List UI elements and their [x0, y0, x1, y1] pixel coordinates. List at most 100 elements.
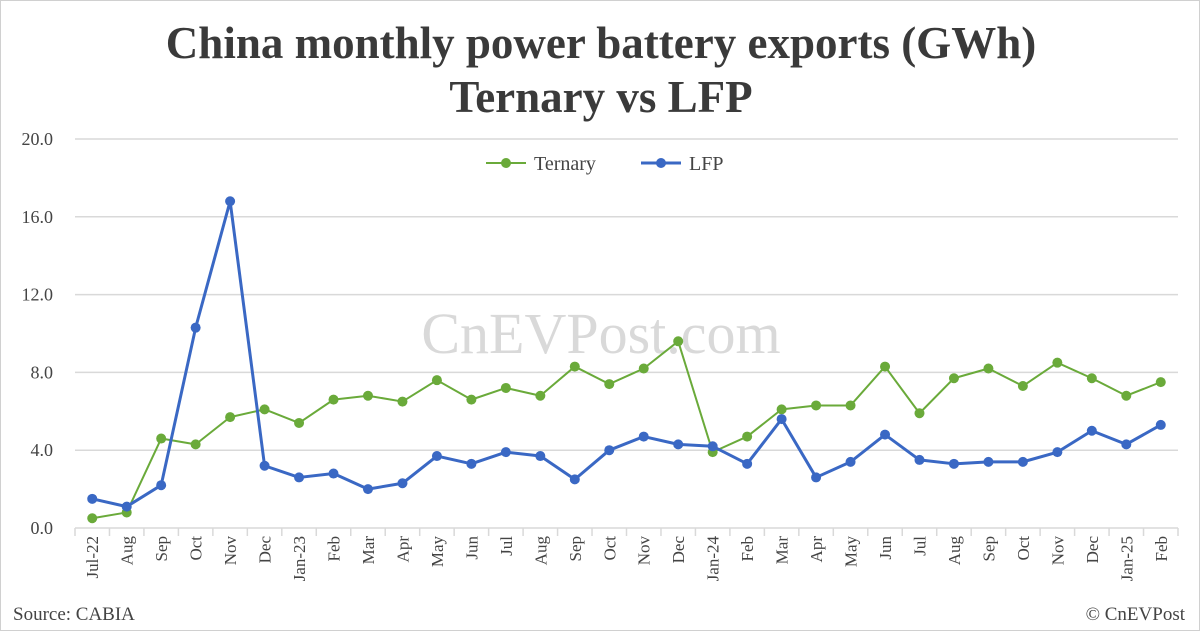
- x-tick-label: Jun: [462, 536, 481, 560]
- x-tick-label: Nov: [635, 536, 654, 566]
- watermark: CnEVPost.com: [421, 301, 780, 366]
- x-tick-label: Feb: [1152, 536, 1171, 562]
- data-point-ternary: [1017, 381, 1028, 392]
- data-point-ternary: [811, 400, 822, 411]
- data-point-lfp: [880, 429, 891, 440]
- x-tick-label: Apr: [393, 536, 412, 563]
- x-tick-label: Jan-24: [704, 536, 723, 582]
- series-line-lfp: [91, 199, 1162, 509]
- data-point-lfp: [500, 447, 511, 458]
- data-point-lfp: [362, 484, 373, 495]
- data-point-lfp: [1155, 419, 1166, 430]
- data-point-lfp: [431, 451, 442, 462]
- x-tick-label: Aug: [118, 536, 137, 566]
- data-point-lfp: [604, 445, 615, 456]
- data-point-ternary: [156, 433, 167, 444]
- data-point-ternary: [362, 390, 373, 401]
- x-tick-label: Oct: [1014, 536, 1033, 561]
- x-tick-label: Dec: [669, 536, 688, 564]
- data-point-ternary: [983, 363, 994, 374]
- x-tick-label: Jul: [497, 536, 516, 556]
- data-point-ternary: [569, 361, 580, 372]
- data-point-ternary: [880, 361, 891, 372]
- data-point-ternary: [431, 375, 442, 386]
- data-point-lfp: [845, 456, 856, 467]
- source-note: Source: CABIA: [13, 604, 135, 625]
- x-tick-label: Oct: [187, 536, 206, 561]
- series-line-ternary: [92, 340, 1162, 520]
- x-tick-label: Jun: [876, 536, 895, 560]
- data-point-ternary: [294, 417, 305, 428]
- x-tick-label: Dec: [1083, 536, 1102, 564]
- data-point-lfp: [1121, 439, 1132, 450]
- data-point-lfp: [87, 493, 98, 504]
- chart-title: China monthly power battery exports (GWh…: [165, 18, 1037, 68]
- data-point-lfp: [811, 472, 822, 483]
- data-point-lfp: [638, 431, 649, 442]
- data-point-ternary: [225, 412, 236, 423]
- data-point-lfp: [190, 322, 201, 333]
- data-point-lfp: [776, 414, 787, 425]
- y-tick-label: 12.0: [22, 285, 54, 305]
- x-tick-label: Aug: [531, 536, 550, 566]
- data-point-lfp: [121, 501, 132, 512]
- data-point-lfp: [225, 196, 236, 207]
- data-point-ternary: [466, 394, 477, 405]
- x-tick-label: Aug: [945, 536, 964, 566]
- data-point-ternary: [1052, 357, 1063, 368]
- data-point-ternary: [845, 400, 856, 411]
- x-tick-label: May: [842, 536, 861, 568]
- x-tick-label: Mar: [359, 536, 378, 565]
- data-point-ternary: [259, 404, 270, 415]
- data-point-lfp: [328, 468, 339, 479]
- y-tick-label: 16.0: [22, 207, 54, 227]
- x-tick-label: Feb: [325, 536, 344, 562]
- data-point-lfp: [569, 474, 580, 485]
- data-point-ternary: [742, 431, 753, 442]
- chart-subtitle: Ternary vs LFP: [449, 72, 753, 122]
- y-tick-label: 20.0: [22, 129, 54, 149]
- x-tick-label: Sep: [979, 536, 998, 562]
- data-point-ternary: [397, 396, 408, 407]
- x-tick-label: Jan-25: [1117, 536, 1136, 581]
- x-tick-label: Sep: [566, 536, 585, 562]
- data-point-ternary: [673, 336, 684, 347]
- data-point-lfp: [983, 456, 994, 467]
- data-point-lfp: [673, 439, 684, 450]
- data-point-ternary: [604, 379, 615, 390]
- x-tick-label: Sep: [152, 536, 171, 562]
- data-point-lfp: [156, 480, 167, 491]
- data-point-lfp: [294, 472, 305, 483]
- legend-marker: [501, 158, 511, 168]
- data-point-lfp: [1052, 447, 1063, 458]
- data-point-lfp: [914, 454, 925, 465]
- y-tick-label: 0.0: [31, 518, 54, 538]
- x-tick-label: Nov: [221, 536, 240, 566]
- data-point-lfp: [1086, 425, 1097, 436]
- x-tick-label: Jul-22: [83, 536, 102, 579]
- data-point-lfp: [742, 458, 753, 469]
- data-point-ternary: [1086, 373, 1097, 384]
- legend-label: Ternary: [534, 153, 596, 175]
- x-tick-label: Feb: [738, 536, 757, 562]
- x-tick-label: Mar: [773, 536, 792, 565]
- data-point-ternary: [914, 408, 925, 419]
- y-tick-label: 4.0: [31, 440, 54, 460]
- data-point-lfp: [397, 478, 408, 489]
- data-point-ternary: [1155, 377, 1166, 388]
- data-point-ternary: [1121, 390, 1132, 401]
- x-tick-label: Dec: [256, 536, 275, 564]
- data-point-lfp: [1017, 456, 1028, 467]
- data-point-lfp: [259, 460, 270, 471]
- x-tick-label: Oct: [600, 536, 619, 561]
- legend-marker: [656, 158, 666, 168]
- data-point-ternary: [535, 390, 546, 401]
- data-point-ternary: [500, 382, 511, 393]
- data-point-lfp: [948, 458, 959, 469]
- x-tick-label: May: [428, 536, 447, 568]
- data-point-lfp: [466, 458, 477, 469]
- copyright-note: © CnEVPost: [1085, 604, 1185, 625]
- data-point-ternary: [87, 513, 98, 524]
